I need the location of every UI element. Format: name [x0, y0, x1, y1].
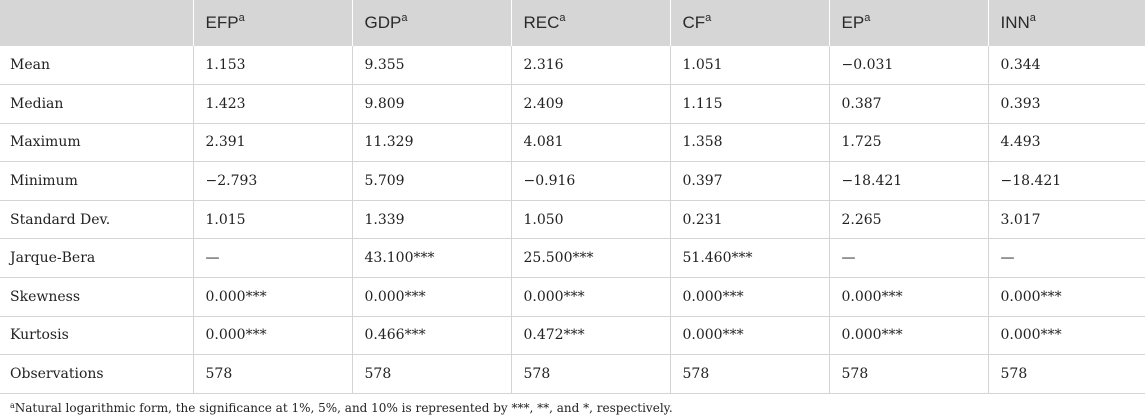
row-label: Maximum: [0, 123, 194, 163]
header-superscript: a: [864, 12, 871, 24]
table-cell: 1.423: [193, 84, 353, 124]
table-cell: −18.421: [829, 161, 989, 201]
table-row: Minimum −2.793 5.709 −0.916 0.397 −18.421 −18.…: [0, 161, 1145, 201]
table-cell: 2.409: [511, 84, 671, 124]
table-cell: 3.017: [988, 200, 1145, 240]
header-cell-cf: CFa: [670, 0, 830, 46]
table-cell: 51.460***: [670, 238, 830, 279]
footnote-text: Natural logarithmic form, the significan…: [14, 401, 673, 415]
row-label: Mean: [0, 46, 194, 86]
table-cell: 2.316: [511, 46, 671, 86]
row-label: Minimum: [0, 161, 194, 201]
table-cell: 0.000***: [670, 277, 830, 317]
header-label: CF: [682, 13, 706, 32]
table-cell: 578: [511, 354, 671, 394]
table-cell: —: [988, 238, 1145, 279]
table-row: Skewness 0.000*** 0.000*** 0.000*** 0.000***…: [0, 277, 1145, 317]
table-cell: 578: [352, 354, 512, 394]
table-cell: 9.355: [352, 46, 512, 86]
row-label: Jarque-Bera: [0, 238, 194, 279]
table-cell: 2.391: [193, 123, 353, 163]
table-cell: 0.393: [988, 84, 1145, 124]
table-cell: —: [193, 238, 353, 279]
table-cell: 1.015: [193, 200, 353, 240]
header-label: EP: [841, 13, 865, 32]
table-cell: −0.916: [511, 161, 671, 201]
header-cell-empty: [0, 0, 194, 46]
table-cell: −18.421: [988, 161, 1145, 201]
table-row: Median 1.423 9.809 2.409 1.115 0.387 0.393: [0, 84, 1145, 124]
table-row: Maximum 2.391 11.329 4.081 1.358 1.725 4.493: [0, 123, 1145, 163]
table-cell: 25.500***: [511, 238, 671, 279]
table-row: Observations 578 578 578 578 578 578: [0, 354, 1145, 394]
table-cell: 43.100***: [352, 238, 512, 279]
header-cell-efp: EFPa: [193, 0, 353, 46]
row-label: Standard Dev.: [0, 200, 194, 240]
table-cell: 9.809: [352, 84, 512, 124]
table-cell: 0.000***: [988, 316, 1145, 356]
row-label: Skewness: [0, 277, 194, 317]
header-superscript: a: [1029, 12, 1036, 24]
table-cell: 0.000***: [829, 277, 989, 317]
table-cell: 2.265: [829, 200, 989, 240]
statistics-table-container: EFPa GDPa RECa CFa EPa INNa Mean 1.153 9.355 2.3…: [0, 0, 1145, 394]
header-label: REC: [523, 13, 560, 32]
header-cell-ep: EPa: [829, 0, 989, 46]
table-cell: 1.051: [670, 46, 830, 86]
table-cell: 0.231: [670, 200, 830, 240]
table-cell: 0.397: [670, 161, 830, 201]
table-cell: 0.000***: [193, 316, 353, 356]
table-cell: 1.115: [670, 84, 830, 124]
table-cell: 11.329: [352, 123, 512, 163]
header-superscript: a: [705, 12, 712, 24]
header-superscript: a: [238, 12, 245, 24]
table-cell: 0.000***: [511, 277, 671, 317]
table-cell: 0.472***: [511, 316, 671, 356]
table-cell: 4.081: [511, 123, 671, 163]
table-row: Kurtosis 0.000*** 0.466*** 0.472*** 0.000***…: [0, 316, 1145, 356]
table-body: Mean 1.153 9.355 2.316 1.051 −0.031 0.344 Media…: [0, 46, 1145, 394]
table-cell: 0.000***: [670, 316, 830, 356]
table-footnote: aNatural logarithmic form, the significa…: [10, 401, 673, 415]
table-cell: 5.709: [352, 161, 512, 201]
header-superscript: a: [401, 12, 408, 24]
table-cell: 578: [670, 354, 830, 394]
table-row: Jarque-Bera —43.100*** 25.500*** 51.460*** —…: [0, 238, 1145, 279]
row-label: Kurtosis: [0, 316, 194, 356]
table-cell: 0.000***: [829, 316, 989, 356]
table-cell: 0.344: [988, 46, 1145, 86]
header-label: INN: [1000, 13, 1030, 32]
table-cell: 578: [829, 354, 989, 394]
header-label: EFP: [205, 13, 239, 32]
table-cell: 0.000***: [193, 277, 353, 317]
descriptive-statistics-table: EFPa GDPa RECa CFa EPa INNa Mean 1.153 9.355 2.3…: [0, 0, 1145, 394]
table-cell: 0.000***: [352, 277, 512, 317]
table-row: Mean 1.153 9.355 2.316 1.051 −0.031 0.344: [0, 46, 1145, 86]
table-cell: 0.000***: [988, 277, 1145, 317]
footnote-marker: a: [10, 401, 15, 410]
table-cell: 578: [988, 354, 1145, 394]
table-row: Standard Dev. 1.015 1.339 1.050 0.231 2.265 3.…: [0, 200, 1145, 240]
header-row: EFPa GDPa RECa CFa EPa INNa: [0, 0, 1145, 46]
table-cell: 0.387: [829, 84, 989, 124]
table-header: EFPa GDPa RECa CFa EPa INNa: [0, 0, 1145, 46]
table-cell: 1.725: [829, 123, 989, 163]
table-cell: 4.493: [988, 123, 1145, 163]
table-cell: 0.466***: [352, 316, 512, 356]
table-cell: 1.339: [352, 200, 512, 240]
header-cell-gdp: GDPa: [352, 0, 512, 46]
table-cell: −0.031: [829, 46, 989, 86]
header-superscript: a: [559, 12, 566, 24]
header-cell-inn: INNa: [988, 0, 1145, 46]
table-cell: 578: [193, 354, 353, 394]
table-cell: −2.793: [193, 161, 353, 201]
row-label: Observations: [0, 354, 194, 394]
table-cell: 1.153: [193, 46, 353, 86]
header-cell-rec: RECa: [511, 0, 671, 46]
table-cell: 1.358: [670, 123, 830, 163]
table-cell: —: [829, 238, 989, 279]
table-cell: 1.050: [511, 200, 671, 240]
row-label: Median: [0, 84, 194, 124]
header-label: GDP: [364, 13, 402, 32]
